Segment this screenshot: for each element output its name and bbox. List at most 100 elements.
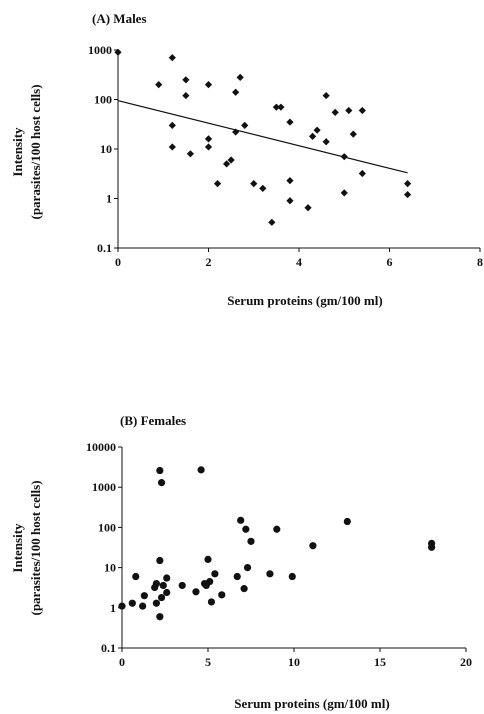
- panel-a-data-point: [223, 160, 231, 168]
- panel-a-data-point: [340, 189, 348, 197]
- panel-b-y-tick-label: 100: [98, 520, 116, 534]
- panel-a-data-point: [268, 218, 276, 226]
- panel-b-x-tick-label: 15: [374, 655, 386, 669]
- panel-a-xlabel: Serum proteins (gm/100 ml): [227, 293, 382, 308]
- panel-b-females: (B) Females Intensity (parasites/100 hos…: [10, 413, 472, 711]
- panel-a-y-tick-label: 10: [100, 142, 112, 156]
- panel-a-data-point: [304, 204, 312, 212]
- panel-b-data-point: [163, 574, 171, 582]
- panel-a-data-point: [227, 156, 235, 164]
- panel-a-data-point: [322, 91, 330, 100]
- panel-b-data-point: [132, 572, 140, 581]
- panel-b-data-point: [192, 588, 200, 596]
- panel-b-data-point: [309, 542, 317, 550]
- panel-a-data-point: [168, 143, 176, 151]
- panel-b-data-point: [197, 466, 205, 474]
- panel-a-y-tick-label: 0.1: [97, 241, 112, 255]
- panel-b-data-point: [156, 556, 164, 565]
- panel-b-data-point: [140, 592, 148, 600]
- panel-a-data-point: [232, 88, 240, 96]
- panel-a-data-point: [286, 118, 294, 126]
- panel-b-data-point: [156, 613, 164, 621]
- panel-b-data-point: [288, 572, 296, 581]
- panel-b-data-point: [128, 599, 136, 607]
- panel-b-data-point: [233, 572, 241, 581]
- panel-b-data-point: [206, 577, 214, 586]
- panel-b-title: (B) Females: [120, 413, 186, 428]
- panel-a-data-point: [349, 130, 357, 138]
- panel-b-y-tick-label: 0.1: [101, 641, 116, 655]
- panel-b-data-point: [273, 525, 281, 533]
- panel-b-data-point: [156, 466, 164, 475]
- panel-b-data-point: [247, 537, 255, 545]
- panel-a-data-point: [114, 48, 122, 56]
- panel-b-data-point: [157, 593, 166, 602]
- panel-a-data-point: [232, 128, 240, 136]
- panel-b-y-tick-label: 10: [104, 561, 116, 575]
- panel-b-data-point: [178, 581, 186, 590]
- panel-a-data-point: [155, 80, 163, 89]
- panel-a-data-point: [204, 80, 213, 89]
- panel-b-ylabel-line1: Intensity: [10, 523, 25, 573]
- panel-b-data-point: [218, 591, 226, 599]
- panel-a-data-point: [259, 184, 267, 192]
- panel-a-y-tick-label: 1: [106, 192, 112, 206]
- panel-a-x-tick-label: 2: [206, 255, 212, 269]
- panel-a-data-point: [331, 108, 339, 116]
- panel-b-data-point: [343, 517, 351, 526]
- panel-a-data-point: [204, 135, 213, 143]
- panel-a-data-point: [358, 106, 366, 115]
- panel-b-y-tick-label: 1: [110, 601, 116, 615]
- panel-a-data-point: [286, 176, 294, 185]
- panel-b-data-point: [243, 564, 252, 572]
- panel-b-data-point: [242, 525, 250, 533]
- panel-a-data-point: [313, 126, 321, 134]
- panel-a-data-point: [186, 150, 194, 158]
- panel-a-data-point: [182, 91, 190, 100]
- panel-a-males: (A) Males Intensity (parasites/100 host …: [10, 11, 483, 308]
- panel-a-y-tick-label: 100: [94, 93, 112, 107]
- panel-a-x-tick-label: 6: [387, 255, 393, 269]
- panel-a-x-tick-label: 8: [477, 255, 483, 269]
- panel-a-y-tick-label: 1000: [88, 43, 112, 57]
- panel-b-data-point: [266, 570, 274, 578]
- panel-b-data-point: [157, 479, 166, 487]
- panel-a-data-point: [213, 179, 222, 188]
- panel-b-data-point: [237, 516, 245, 524]
- panel-b-data-point: [207, 598, 216, 606]
- panel-b-xlabel: Serum proteins (gm/100 ml): [234, 696, 389, 711]
- panel-b-data-point: [240, 585, 248, 593]
- panel-a-x-tick-label: 0: [115, 255, 121, 269]
- panel-a-ylabel-line1: Intensity: [10, 127, 25, 177]
- panel-a-ylabel-line2: (parasites/100 host cells): [28, 84, 43, 219]
- panel-b-data-point: [428, 543, 436, 551]
- panel-a-data-point: [204, 143, 213, 151]
- panel-a-data-point: [358, 169, 366, 178]
- panel-b-data-point: [204, 555, 212, 563]
- panel-a-data-point: [404, 179, 412, 188]
- panel-a-data-point: [168, 54, 176, 62]
- panel-a-data-point: [404, 190, 412, 199]
- panel-b-data-point: [159, 581, 167, 590]
- panel-b-data-point: [211, 570, 219, 578]
- panel-a-data-point: [272, 103, 280, 111]
- panel-a-data-point: [250, 179, 258, 188]
- panel-a-data-point: [277, 103, 285, 111]
- panel-b-data-point: [139, 602, 147, 610]
- panel-b-x-tick-label: 20: [460, 655, 472, 669]
- panel-a-data-point: [168, 121, 176, 129]
- panel-a-title: (A) Males: [92, 11, 147, 26]
- panel-b-data-point: [118, 602, 126, 610]
- panel-b-x-tick-label: 0: [119, 655, 125, 669]
- panel-a-data-point: [182, 76, 190, 84]
- panel-a-data-point: [340, 153, 348, 161]
- panel-b-y-tick-label: 10000: [86, 440, 116, 454]
- panel-a-x-tick-label: 4: [296, 255, 302, 269]
- panel-a-trendline: [117, 100, 408, 174]
- panel-b-x-tick-label: 10: [288, 655, 300, 669]
- panel-b-data-point: [152, 579, 160, 588]
- panel-b-y-tick-label: 1000: [92, 480, 116, 494]
- panel-b-ylabel-line2: (parasites/100 host cells): [28, 480, 43, 615]
- panel-a-data-point: [308, 132, 317, 140]
